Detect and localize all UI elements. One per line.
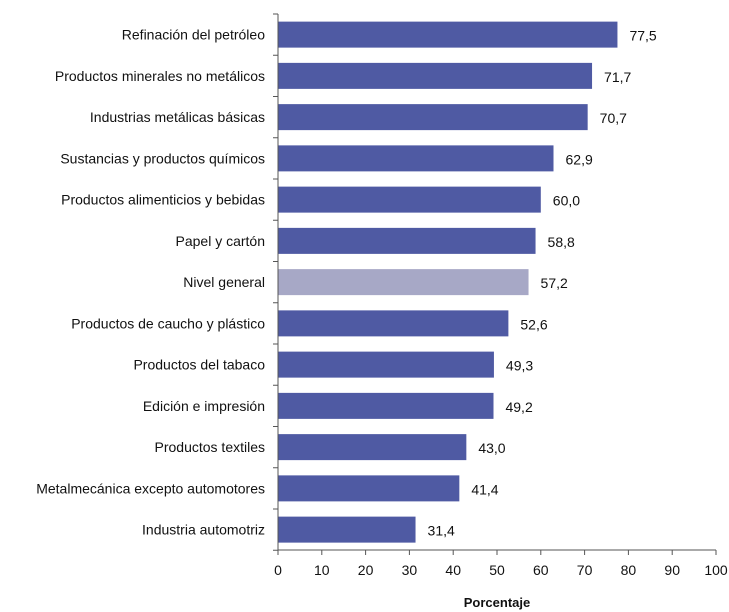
bar-9 <box>278 351 494 378</box>
bar-10 <box>278 392 494 419</box>
category-label-8: Productos de caucho y plástico <box>71 315 265 331</box>
bar-3 <box>278 104 588 131</box>
value-label-6: 58,8 <box>548 234 575 250</box>
x-tick-label-100: 100 <box>704 562 728 578</box>
category-label-9: Productos del tabaco <box>133 357 265 373</box>
x-tick-label-60: 60 <box>533 562 549 578</box>
value-label-2: 71,7 <box>604 69 631 85</box>
category-label-10: Edición e impresión <box>143 398 265 414</box>
x-tick-label-90: 90 <box>664 562 680 578</box>
x-axis-title: Porcentaje <box>464 595 530 610</box>
bar-7 <box>278 269 529 296</box>
bar-13 <box>278 516 416 543</box>
x-tick-label-10: 10 <box>314 562 330 578</box>
category-labels-group: Refinación del petróleo Productos mineral… <box>36 27 265 538</box>
bar-8 <box>278 310 509 337</box>
bar-4 <box>278 145 554 172</box>
bar-1 <box>278 21 618 48</box>
x-tick-label-50: 50 <box>489 562 505 578</box>
bar-5 <box>278 186 541 213</box>
x-tick-label-30: 30 <box>402 562 418 578</box>
value-label-5: 60,0 <box>553 193 580 209</box>
value-label-12: 41,4 <box>471 481 498 497</box>
value-label-8: 52,6 <box>520 316 547 332</box>
bar-2 <box>278 62 593 89</box>
bar-6 <box>278 227 536 254</box>
category-label-3: Industrias metálicas básicas <box>90 109 265 125</box>
category-label-7: Nivel general <box>183 274 265 290</box>
value-label-10: 49,2 <box>505 399 532 415</box>
value-label-13: 31,4 <box>428 523 455 539</box>
category-label-4: Sustancias y productos químicos <box>60 150 265 166</box>
x-tick-label-80: 80 <box>621 562 637 578</box>
bar-12 <box>278 475 460 502</box>
x-tick-label-20: 20 <box>358 562 374 578</box>
category-label-1: Refinación del petróleo <box>122 27 265 43</box>
x-ticks-group: 0 10 20 30 40 50 60 70 80 90 100 <box>274 550 728 578</box>
value-label-9: 49,3 <box>506 358 533 374</box>
x-tick-label-40: 40 <box>445 562 461 578</box>
value-label-11: 43,0 <box>478 440 505 456</box>
x-tick-label-0: 0 <box>274 562 282 578</box>
category-label-2: Productos minerales no metálicos <box>55 68 265 84</box>
x-tick-label-70: 70 <box>577 562 593 578</box>
category-label-13: Industria automotriz <box>142 522 265 538</box>
value-label-3: 70,7 <box>600 110 627 126</box>
category-label-5: Productos alimenticios y bebidas <box>61 192 265 208</box>
value-label-7: 57,2 <box>541 275 568 291</box>
value-label-1: 77,5 <box>629 28 656 44</box>
category-label-12: Metalmecánica excepto automotores <box>36 480 265 496</box>
bars-group <box>278 21 618 543</box>
value-label-4: 62,9 <box>566 151 593 167</box>
bar-11 <box>278 434 467 461</box>
value-labels-group: 77,5 71,7 70,7 62,9 60,0 58,8 57,2 52,6 49,3 49,2… <box>428 28 657 539</box>
category-label-11: Productos textiles <box>155 439 266 455</box>
category-label-6: Papel y cartón <box>176 233 266 249</box>
